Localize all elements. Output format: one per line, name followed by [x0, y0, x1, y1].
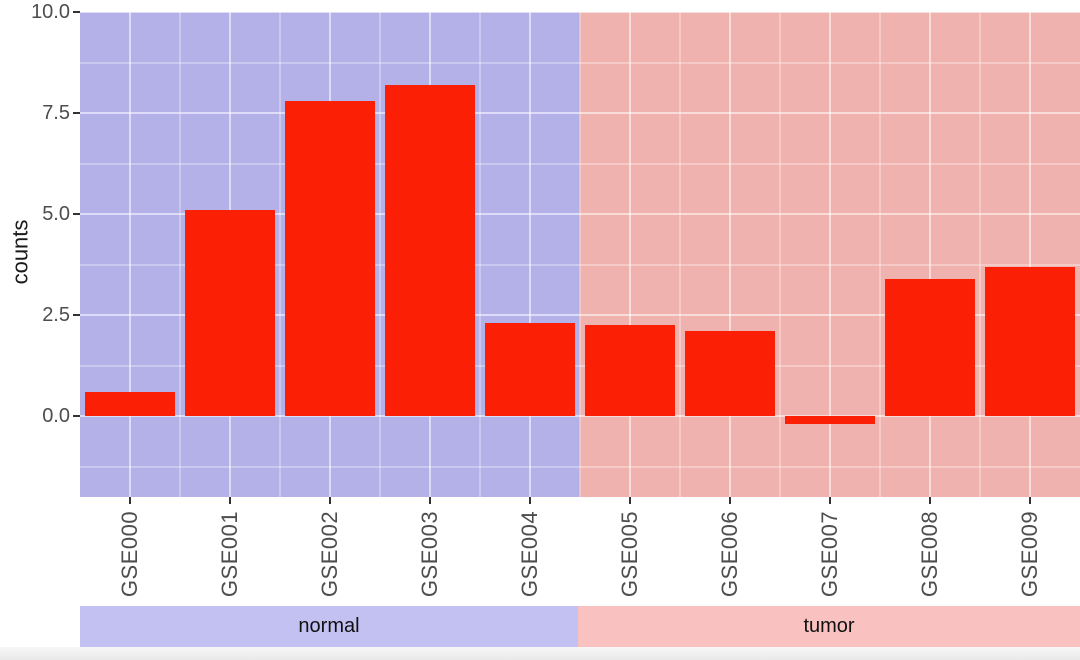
- x-axis-tick: [929, 497, 931, 504]
- x-axis-tick-label-text: GSE002: [316, 510, 342, 598]
- facet-strip-normal-label: normal: [298, 615, 360, 637]
- x-axis-tick: [429, 497, 431, 504]
- gridline-minor-x: [679, 12, 681, 497]
- bar-gse002: [285, 100, 375, 417]
- y-axis-title-text: counts: [6, 219, 32, 285]
- plot-panel: [80, 12, 1080, 497]
- y-axis-tick: [73, 213, 80, 216]
- gridline-minor-y: [80, 465, 1080, 468]
- gridline-minor-x: [979, 12, 981, 497]
- gridline-minor-y: [80, 364, 1080, 367]
- x-axis-tick: [829, 497, 831, 504]
- x-axis-tick-label-text: GSE009: [1016, 510, 1042, 598]
- gridline-minor-y: [80, 263, 1080, 266]
- window-bottom-edge: [0, 647, 1080, 660]
- bar-gse003: [385, 84, 475, 417]
- gridline-major-x: [529, 12, 531, 497]
- gridline-major-x: [729, 12, 731, 497]
- x-axis-tick-label-text: GSE004: [516, 510, 542, 598]
- y-axis-tick: [73, 415, 80, 418]
- x-axis-tick: [229, 497, 231, 504]
- bar-gse006: [685, 331, 775, 417]
- gridline-major-x: [929, 12, 931, 497]
- gridline-major-y: [80, 12, 1080, 13]
- x-axis-tick-label-text: GSE001: [216, 510, 242, 598]
- gridline-major-y: [80, 314, 1080, 317]
- x-axis-tick: [629, 497, 631, 504]
- gridline-minor-x: [179, 12, 181, 497]
- gridline-minor-x: [479, 12, 481, 497]
- x-axis-tick: [129, 497, 131, 504]
- x-axis-tick-label-text: GSE008: [916, 510, 942, 598]
- gridline-minor-x: [879, 12, 881, 497]
- facet-strip-normal: normal: [80, 606, 578, 647]
- x-axis-tick-label-text: GSE003: [416, 510, 442, 598]
- x-axis-tick-label-text: GSE007: [816, 510, 842, 598]
- facet-strip-tumor-label: tumor: [803, 615, 855, 637]
- gridline-major-x: [129, 12, 131, 497]
- gridline-major-x: [629, 12, 631, 497]
- x-axis-tick-label-text: GSE000: [116, 510, 142, 598]
- x-axis-tick: [729, 497, 731, 504]
- gridline-minor-x: [779, 12, 781, 497]
- gridline-minor-y: [80, 61, 1080, 64]
- facet-strip-tumor: tumor: [578, 606, 1080, 647]
- gridline-minor-x: [379, 12, 381, 497]
- gridline-major-y: [80, 415, 1080, 418]
- bar-gse008: [885, 278, 975, 417]
- gridline-major-y: [80, 213, 1080, 216]
- bar-gse000: [85, 391, 175, 417]
- gridline-minor-y: [80, 162, 1080, 165]
- x-axis-tick: [1029, 497, 1031, 504]
- bar-gse005: [585, 325, 675, 417]
- y-axis-tick-label: 0.0: [42, 405, 70, 428]
- gridline-major-x: [1029, 12, 1031, 497]
- bar-gse009: [985, 266, 1075, 417]
- gridline-minor-x: [279, 12, 281, 497]
- y-axis-tick-label: 7.5: [42, 102, 70, 125]
- gridline-major-x: [829, 12, 831, 497]
- gridline-major-y: [80, 112, 1080, 115]
- bar-gse001: [185, 210, 275, 417]
- gridline-minor-x: [579, 12, 581, 497]
- y-axis-tick-label: 5.0: [42, 203, 70, 226]
- y-axis-tick-label: 2.5: [42, 304, 70, 327]
- y-axis-tick: [73, 11, 80, 13]
- bar-gse004: [485, 323, 575, 417]
- x-axis-tick: [329, 497, 331, 504]
- x-axis-tick-label-gse009: GSE009: [970, 498, 1080, 610]
- bar-gse007: [785, 416, 875, 425]
- y-axis-tick: [73, 112, 80, 115]
- x-axis-tick-label-text: GSE006: [716, 510, 742, 598]
- y-axis-tick: [73, 314, 80, 317]
- x-axis-tick: [529, 497, 531, 504]
- y-axis-tick-label: 10.0: [31, 1, 70, 23]
- x-axis-tick-label-text: GSE005: [616, 510, 642, 598]
